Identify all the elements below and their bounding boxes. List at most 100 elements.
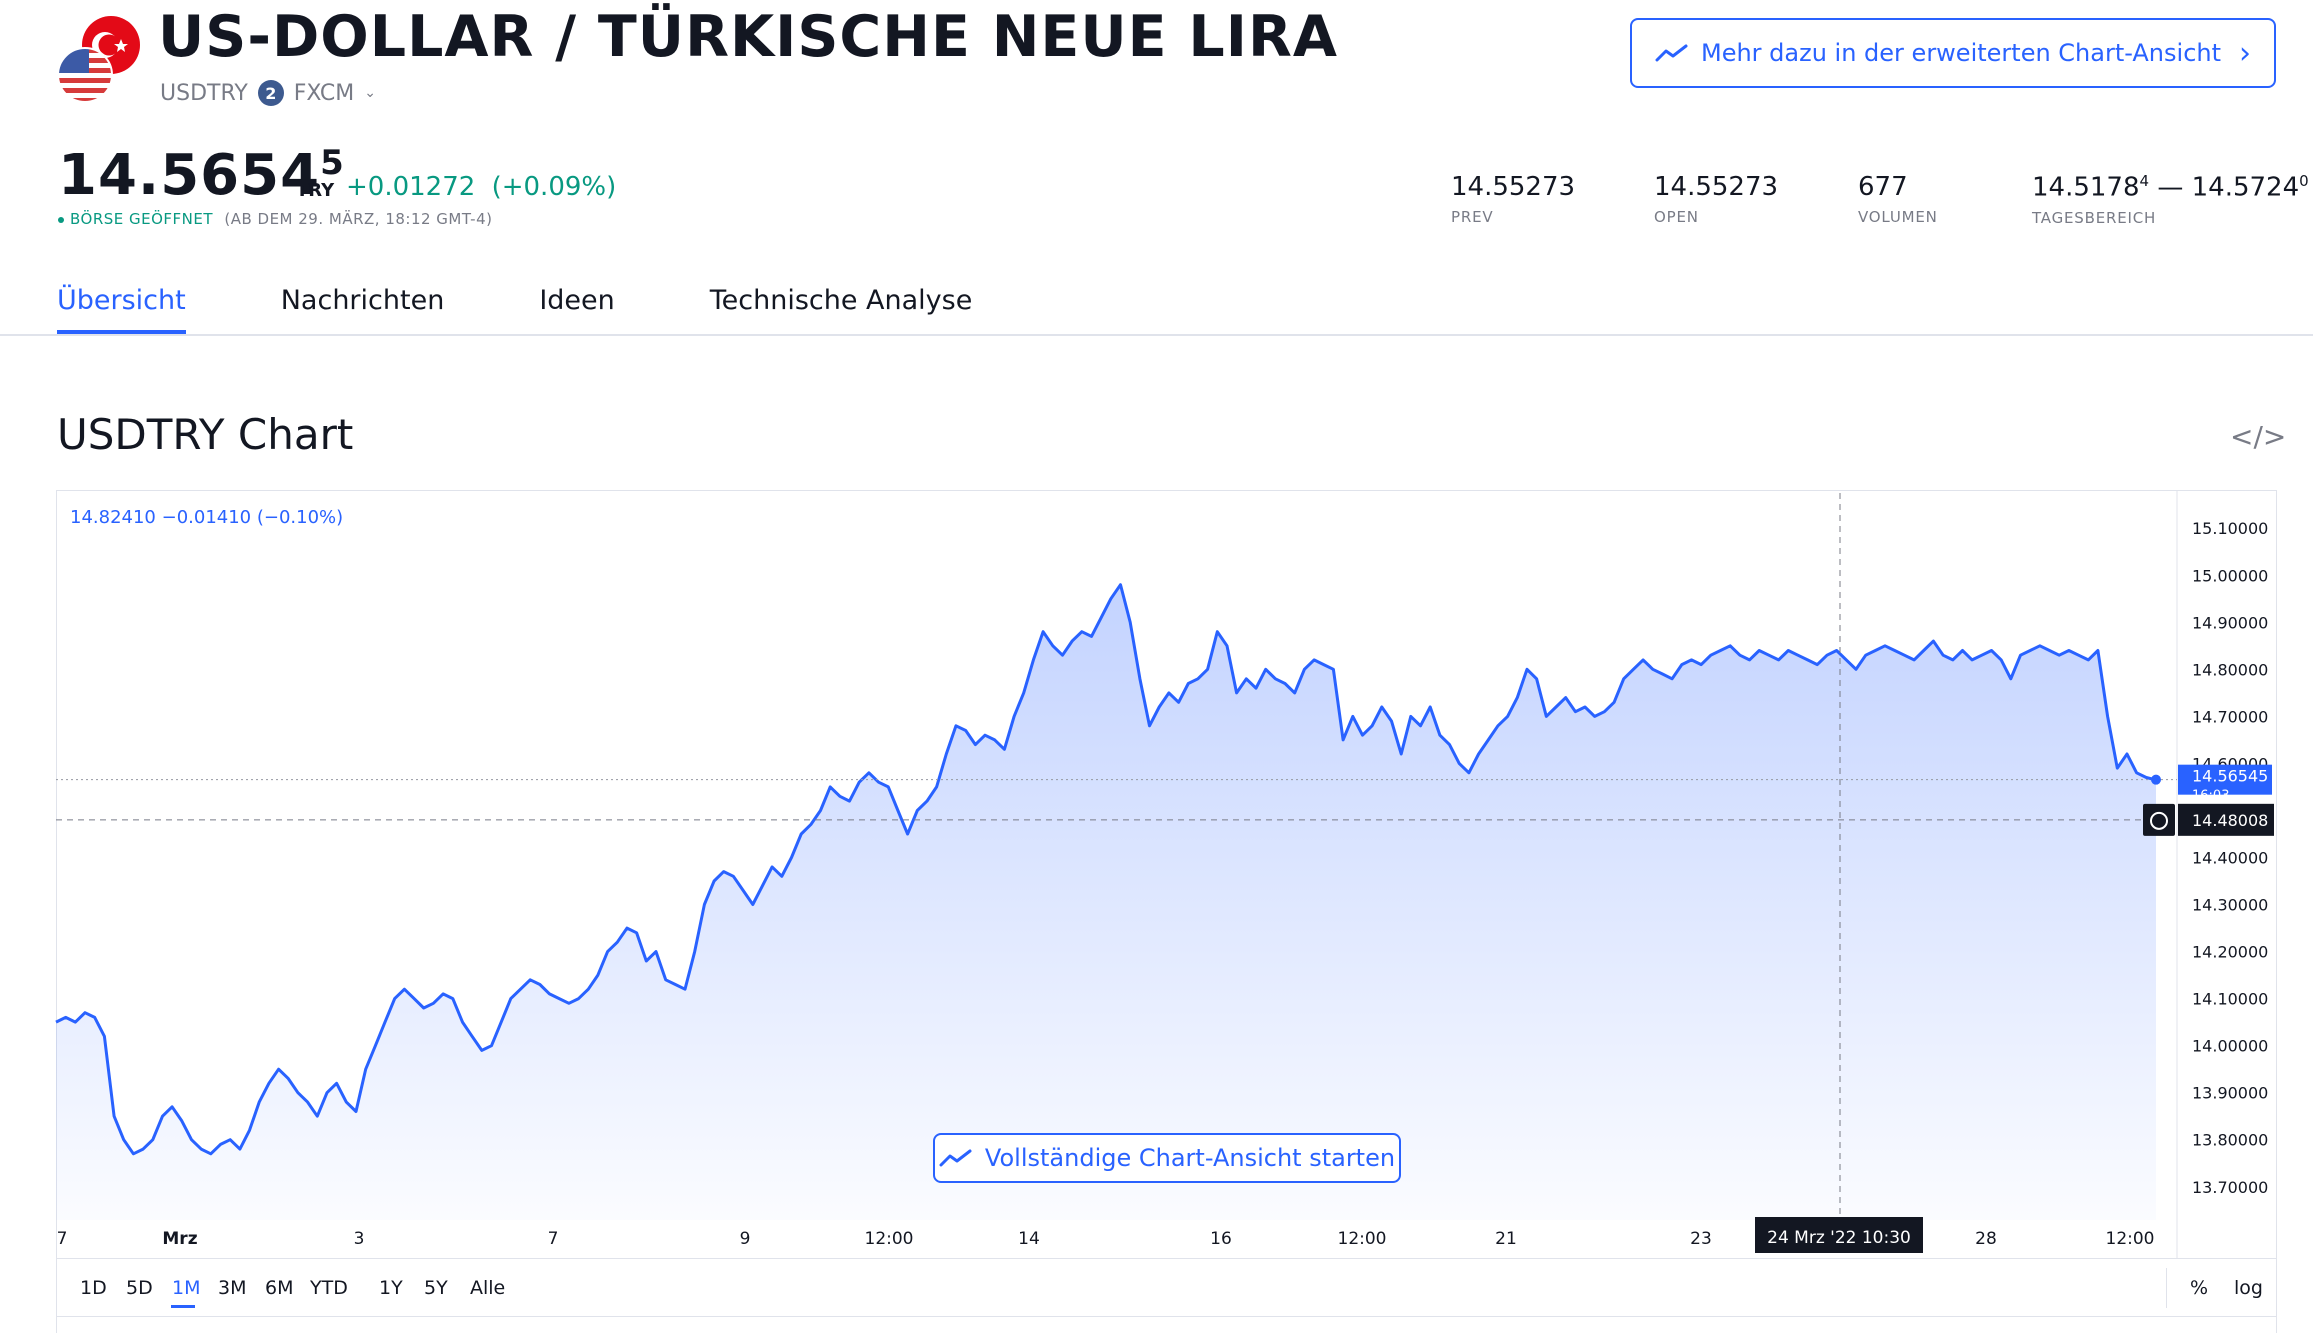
extended-chart-label: Mehr dazu in der erweiterten Chart-Ansic…	[1700, 39, 2222, 67]
time-axis-separator	[56, 1258, 2277, 1259]
tab-technical-analysis[interactable]: Technische Analyse	[709, 285, 973, 316]
x-tick-label: 7	[548, 1229, 559, 1249]
y-tick-label: 14.80000	[2192, 660, 2268, 679]
x-tick-label: 9	[740, 1229, 751, 1249]
chevron-down-icon[interactable]: ⌄	[364, 85, 376, 101]
stat-label: VOLUMEN	[1858, 208, 1938, 226]
range-low-sup: 4	[2139, 172, 2150, 190]
price-sup: 5	[320, 143, 345, 183]
y-tick-label: 14.20000	[2192, 943, 2268, 962]
range-active-underline	[171, 1305, 195, 1308]
change-pct: (+0.09%)	[491, 172, 617, 202]
current-price: 14.56545	[58, 143, 345, 208]
y-tick-label: 14.90000	[2192, 613, 2268, 632]
alarm-clock-icon	[2150, 811, 2168, 830]
stat-value: 14.51784 — 14.57240	[2032, 172, 2309, 203]
launch-full-chart-button[interactable]: Vollständige Chart-Ansicht starten	[933, 1133, 1401, 1183]
range-5y[interactable]: 5Y	[424, 1277, 448, 1299]
as-of-time: (AB DEM 29. MÄRZ, 18:12 GMT-4)	[224, 210, 493, 228]
y-tick-label: 15.10000	[2192, 519, 2268, 538]
stat-prev: 14.55273 PREV	[1451, 172, 1575, 226]
range-1d[interactable]: 1D	[80, 1277, 107, 1299]
symbol-row: USDTRY 2 FXCM ⌄	[160, 80, 376, 106]
range-3m[interactable]: 3M	[218, 1277, 247, 1299]
x-tick-label: 3	[354, 1229, 365, 1249]
launch-full-chart-label: Vollständige Chart-Ansicht starten	[984, 1144, 1396, 1172]
crosshair-time-badge	[1755, 1217, 1923, 1253]
x-tick-label: 16	[1210, 1229, 1232, 1249]
range-bar: 1D 5D 1M 3M 6M YTD 1Y 5Y Alle	[80, 1277, 520, 1299]
scale-divider	[2166, 1268, 2167, 1308]
y-tick-label: 13.70000	[2192, 1178, 2268, 1197]
x-tick-label: 28	[1975, 1229, 1997, 1249]
currency-flag-icon	[55, 15, 145, 105]
stat-label: PREV	[1451, 208, 1494, 226]
market-status-row: BÖRSE GEÖFFNET (AB DEM 29. MÄRZ, 18:12 G…	[58, 210, 492, 228]
chart-legend: 14.82410 −0.01410 (−0.10%)	[70, 507, 344, 528]
stat-volume: 677 VOLUMEN	[1858, 172, 1938, 226]
y-tick-label: 13.80000	[2192, 1131, 2268, 1150]
x-tick-label: 12:00	[865, 1229, 914, 1249]
last-price-dot	[2151, 774, 2161, 785]
range-1y[interactable]: 1Y	[379, 1277, 403, 1299]
stat-label: OPEN	[1654, 208, 1699, 226]
chart-line-icon	[939, 1149, 972, 1167]
chart-line-icon	[1655, 44, 1688, 62]
range-1m[interactable]: 1M	[172, 1277, 201, 1299]
range-dash: —	[2157, 172, 2184, 203]
log-scale-button[interactable]: log	[2234, 1277, 2263, 1299]
y-tick-label: 14.70000	[2192, 707, 2268, 726]
stat-label: TAGESBEREICH	[2032, 208, 2157, 227]
y-tick-label: 14.10000	[2192, 990, 2268, 1009]
market-open-dot-icon	[58, 216, 64, 223]
x-tick-label: Mrz	[162, 1229, 197, 1249]
x-tick-label: 12:00	[1338, 1229, 1387, 1249]
extended-chart-button[interactable]: Mehr dazu in der erweiterten Chart-Ansic…	[1630, 18, 2276, 88]
tab-news[interactable]: Nachrichten	[280, 285, 445, 316]
embed-code-icon[interactable]: </>	[2230, 420, 2287, 453]
x-tick-label: 14	[1018, 1229, 1040, 1249]
range-high-sup: 0	[2299, 172, 2309, 190]
last-price-sub: 16:03	[2192, 789, 2229, 804]
crosshair-price-label: 14.48008	[2192, 811, 2268, 830]
x-tick-label: 12:00	[2106, 1229, 2155, 1249]
price-main: 14.5654	[58, 143, 321, 208]
range-all[interactable]: Alle	[470, 1277, 506, 1299]
crosshair-time-label: 24 Mrz '22 10:30	[1767, 1228, 1911, 1248]
section-title: USDTRY Chart	[57, 410, 354, 459]
alarm-icon[interactable]	[2143, 803, 2175, 836]
y-tick-label: 14.00000	[2192, 1037, 2268, 1056]
chevron-right-icon: ›	[2239, 35, 2252, 71]
range-ytd[interactable]: YTD	[310, 1277, 348, 1299]
x-tick-label: 23	[1690, 1229, 1712, 1249]
x-tick-label: 21	[1495, 1229, 1517, 1249]
tab-bar: Übersicht Nachrichten Ideen Technische A…	[57, 285, 1067, 334]
bottom-border	[56, 1316, 2277, 1317]
y-tick-label: 15.00000	[2192, 566, 2268, 585]
last-price-label: 14.56545	[2192, 767, 2268, 786]
x-tick-label: 7	[57, 1229, 68, 1249]
currency-label: TRY	[296, 180, 335, 201]
chart-frame	[56, 490, 2277, 1333]
percent-scale-button[interactable]: %	[2190, 1277, 2209, 1299]
range-6m[interactable]: 6M	[265, 1277, 294, 1299]
y-tick-label: 14.40000	[2192, 849, 2268, 868]
exchange-logo-icon: 2	[257, 80, 284, 106]
exchange-label[interactable]: FXCM	[293, 80, 355, 106]
price-line	[55, 583, 2157, 1156]
stat-value: 14.55273	[1654, 172, 1779, 202]
stat-open: 14.55273 OPEN	[1654, 172, 1778, 226]
page-title: US-DOLLAR / TÜRKISCHE NEUE LIRA	[158, 4, 1338, 70]
price-area	[56, 584, 2156, 1220]
range-low: 14.5178	[2032, 172, 2140, 203]
symbol-label: USDTRY	[160, 80, 248, 106]
tab-ideas[interactable]: Ideen	[539, 285, 615, 316]
tab-overview[interactable]: Übersicht	[57, 285, 186, 334]
stat-day-range: 14.51784 — 14.57240 TAGESBEREICH	[2032, 172, 2309, 227]
range-5d[interactable]: 5D	[126, 1277, 153, 1299]
y-tick-label: 14.30000	[2192, 896, 2268, 915]
tab-divider	[0, 334, 2313, 336]
last-price-badge	[2178, 764, 2272, 795]
change-abs: +0.01272	[346, 172, 476, 202]
